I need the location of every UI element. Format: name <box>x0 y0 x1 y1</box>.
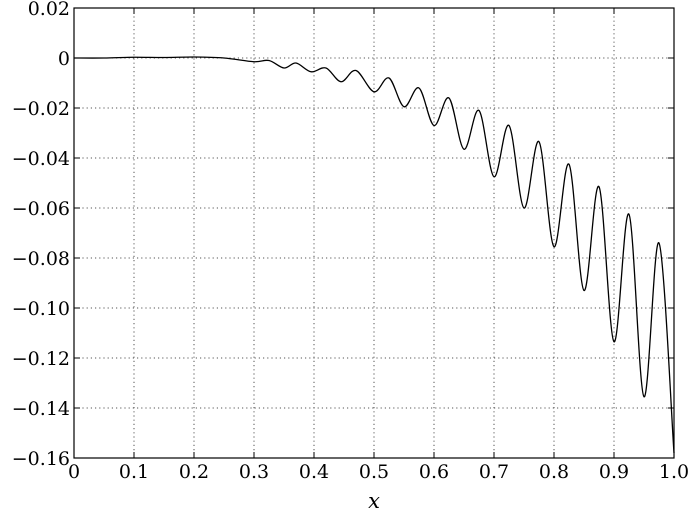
x-tick-label: 0.1 <box>119 461 149 483</box>
y-tick-label: −0.04 <box>12 148 70 170</box>
plot-frame <box>73 7 675 459</box>
x-tick-label: 0.3 <box>239 461 269 483</box>
y-tick-label: −0.12 <box>12 348 70 370</box>
x-tick-labels: 0 0.1 0.2 0.3 0.4 0.5 0.6 0.7 0.8 0.9 1.0 <box>68 461 689 483</box>
series-layer <box>73 56 675 454</box>
x-tick-label: 0.7 <box>479 461 509 483</box>
y-tick-labels: 0.02 0 −0.02 −0.04 −0.06 −0.08 −0.10 −0.12 −0.14… <box>12 0 70 470</box>
x-axis-label: x <box>368 489 380 513</box>
x-tick-label: 0.4 <box>299 461 329 483</box>
y-tick-label: −0.10 <box>12 298 70 320</box>
y-tick-label: −0.14 <box>12 398 70 420</box>
x-tick-label: 1.0 <box>659 461 689 483</box>
x-tick-label: 0.2 <box>179 461 209 483</box>
x-tick-label: 0.6 <box>419 461 449 483</box>
series-line <box>73 56 675 454</box>
x-tick-label: 0.8 <box>539 461 569 483</box>
x-tick-label: 0 <box>68 461 80 483</box>
y-tick-label: 0.02 <box>28 0 70 20</box>
y-tick-label: 0 <box>58 48 70 70</box>
y-tick-label: −0.02 <box>12 98 70 120</box>
y-tick-label: −0.16 <box>12 448 70 470</box>
grid <box>74 8 674 458</box>
x-tick-label: 0.5 <box>359 461 389 483</box>
y-tick-label: −0.06 <box>12 198 70 220</box>
x-tick-label: 0.9 <box>599 461 629 483</box>
y-tick-label: −0.08 <box>12 248 70 270</box>
